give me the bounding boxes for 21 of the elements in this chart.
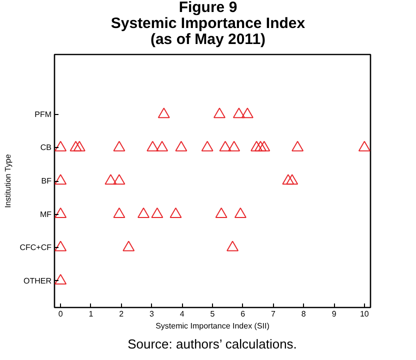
y-tick-label: PFM <box>34 110 52 119</box>
x-tick-label: 3 <box>150 310 155 318</box>
y-tick-label: CFC+CF <box>20 243 52 252</box>
x-tick-label: 0 <box>58 310 64 318</box>
y-tick-label: CB <box>40 143 52 152</box>
x-tick-label: 8 <box>301 310 306 318</box>
x-tick-label: 6 <box>240 310 246 318</box>
source-note: Source: authors’ calculations. <box>128 336 297 352</box>
x-tick-label: 7 <box>271 310 276 318</box>
y-tick-label: MF <box>40 210 52 219</box>
x-axis-title: Systemic Importance Index (SII) <box>156 322 270 330</box>
x-tick-label: 4 <box>180 310 185 318</box>
y-tick-label: BF <box>41 176 52 186</box>
x-tick-label: 2 <box>119 310 124 318</box>
x-tick-label: 9 <box>332 310 337 318</box>
chart-title: Figure 9 Systemic Importance Index (as of May 2011) <box>110 0 306 48</box>
x-tick-label: 5 <box>210 310 216 318</box>
x-tick-label: 1 <box>88 310 94 318</box>
x-tick-label: 10 <box>360 310 370 318</box>
y-tick-label: OTHER <box>24 276 52 286</box>
y-axis-title: Institution Type <box>4 154 13 208</box>
